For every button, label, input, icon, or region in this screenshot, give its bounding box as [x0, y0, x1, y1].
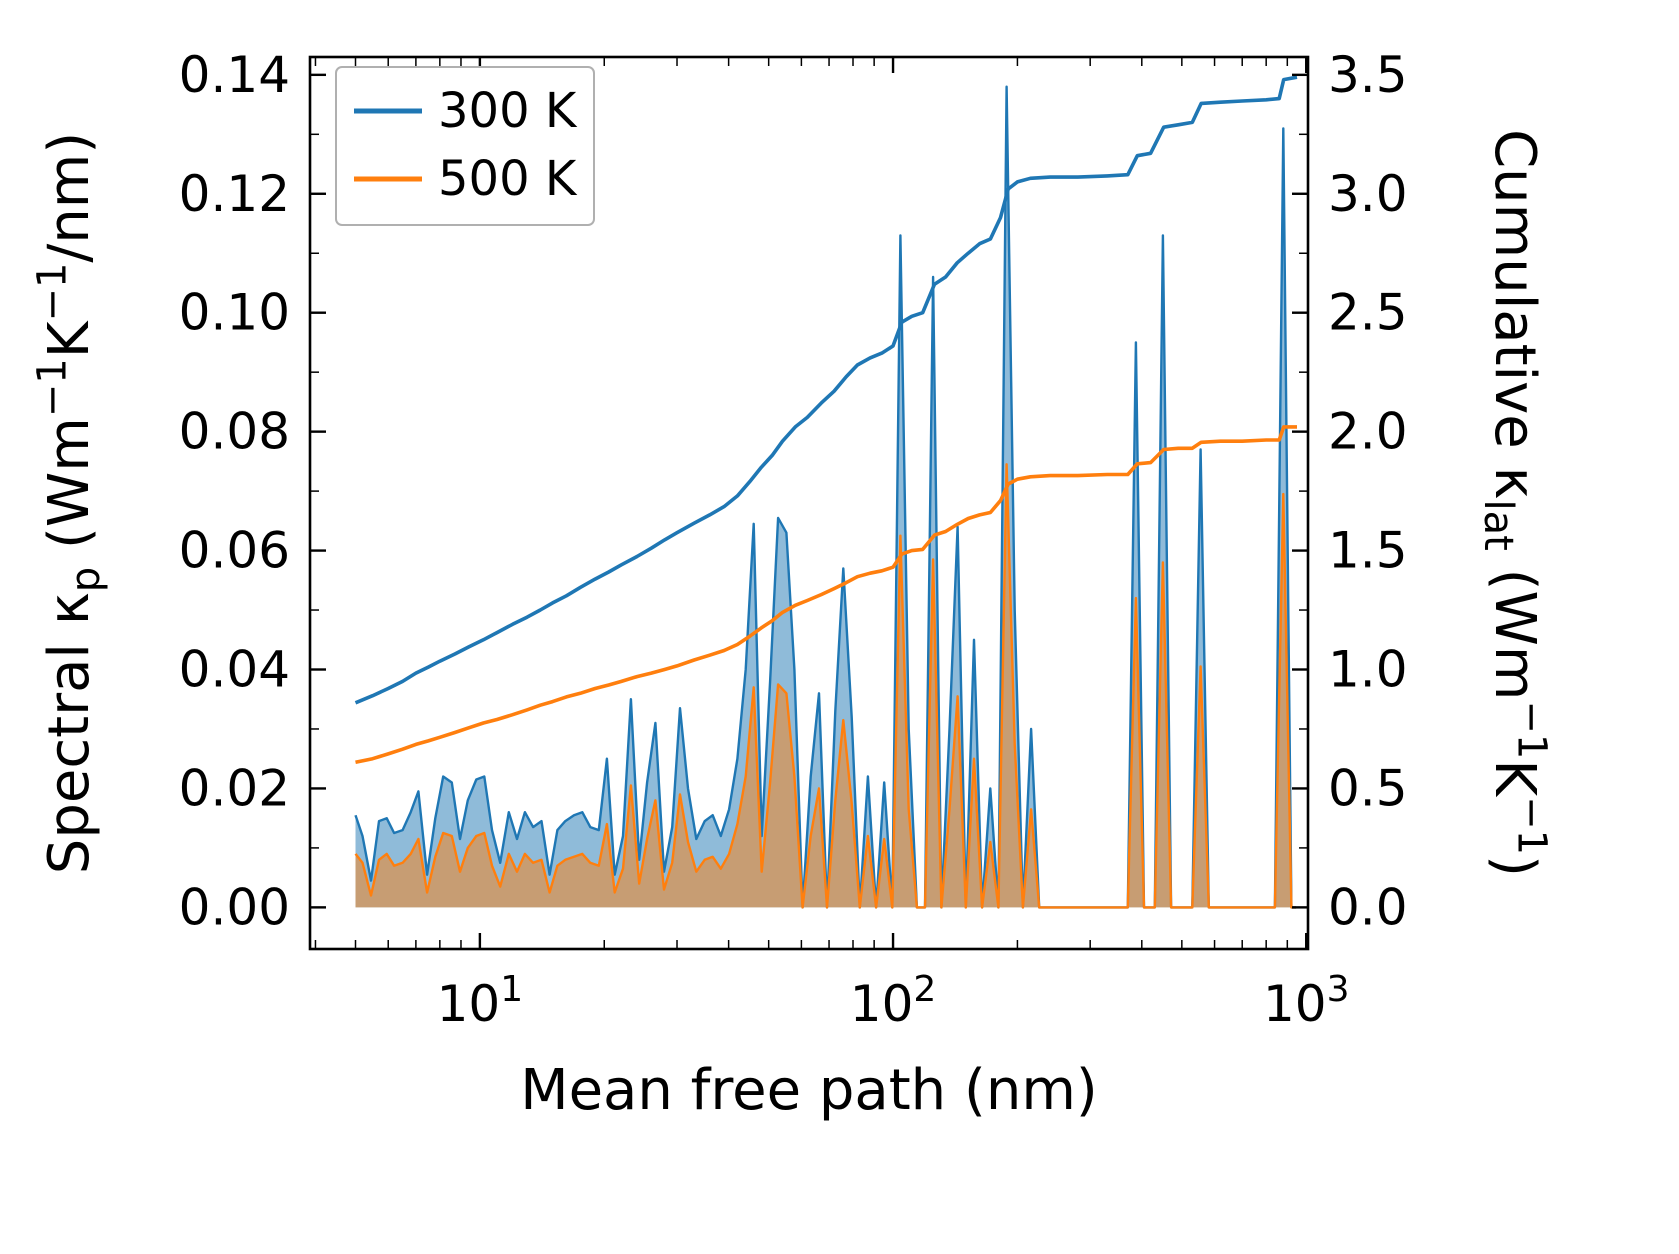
y-right-tick-label: 1.5 — [1328, 522, 1408, 580]
y-axis-right-label: Cumulative κlat (Wm−1K−1) — [1475, 129, 1555, 877]
legend: 300 K 500 K — [335, 66, 595, 226]
edge-spectral-500k — [354, 463, 1297, 909]
y-left-tick-label: 0.14 — [179, 46, 290, 104]
legend-label: 500 K — [438, 151, 578, 207]
y-left-tick-label: 0.04 — [179, 641, 290, 699]
edge-spectral-300k — [354, 85, 1297, 909]
x-tick-label: 101 — [437, 969, 524, 1033]
y-right-tick-label: 0.0 — [1328, 878, 1408, 936]
series-group — [354, 75, 1298, 909]
y-left-tick-label: 0.06 — [179, 522, 290, 580]
ticks — [310, 57, 1308, 949]
y-left-tick-label: 0.10 — [179, 284, 290, 342]
legend-box — [335, 66, 595, 226]
legend-label: 300 K — [438, 83, 578, 139]
y-right-tick-label: 1.0 — [1328, 641, 1408, 699]
y-left-tick-label: 0.02 — [179, 759, 290, 817]
x-axis-label: Mean free path (nm) — [520, 1058, 1097, 1123]
x-tick-label: 102 — [850, 969, 937, 1033]
line-cumulative-500k — [355, 425, 1297, 765]
y-right-tick-label: 3.5 — [1328, 46, 1408, 104]
y-right-tick-label: 2.5 — [1328, 284, 1408, 342]
y-right-tick-label: 0.5 — [1328, 759, 1408, 817]
line-cumulative-300k — [354, 75, 1298, 705]
area-spectral-500k — [355, 464, 1297, 908]
labels: 101 102 103 0.00 0.02 0.04 0.06 0.08 0.10 0.12 0.1… — [30, 46, 1555, 1123]
y-left-tick-label: 0.12 — [179, 165, 290, 223]
plot-frame — [308, 55, 1310, 951]
y-axis-left-label: Spectral κp (Wm−1K−1/nm) — [30, 132, 110, 874]
x-tick-label: 103 — [1263, 969, 1350, 1033]
y-left-tick-label: 0.08 — [179, 403, 290, 461]
y-left-tick-label: 0.00 — [179, 878, 290, 936]
y-right-tick-label: 2.0 — [1328, 403, 1408, 461]
y-right-tick-label: 3.0 — [1328, 165, 1408, 223]
